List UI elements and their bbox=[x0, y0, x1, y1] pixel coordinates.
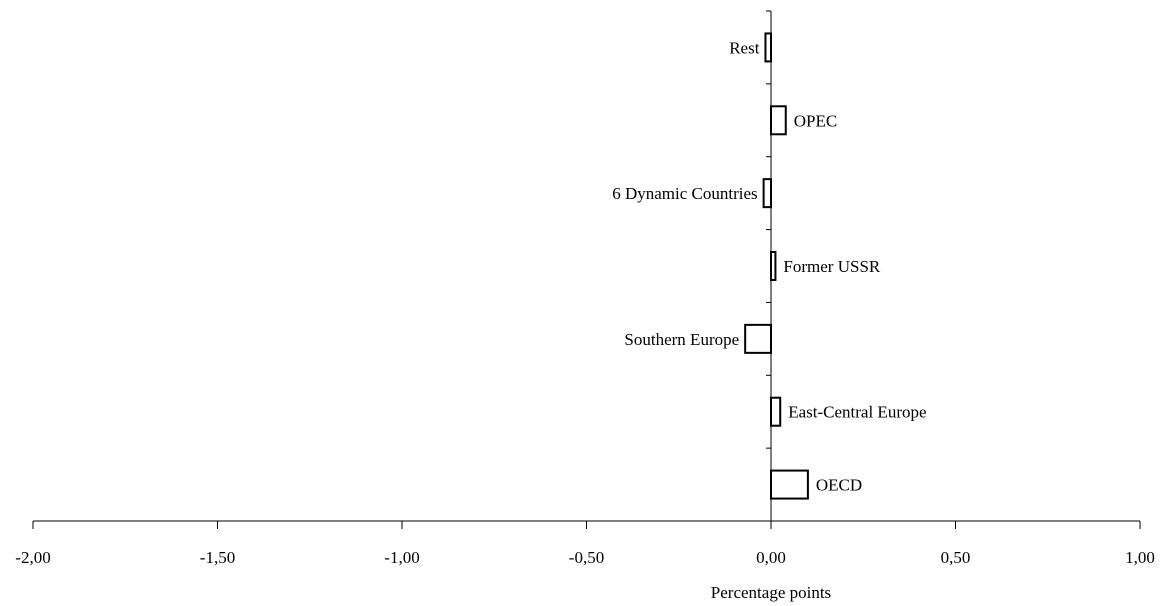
x-tick-labels: -2,00 -1,50 -1,00 -0,50 0,00 0,50 1,00 bbox=[15, 548, 1155, 567]
x-tick-label: -0,50 bbox=[569, 548, 604, 567]
bar-label: Rest bbox=[729, 38, 760, 57]
bar-southern-europe bbox=[744, 323, 772, 354]
bar-opec bbox=[770, 105, 787, 136]
bar-label: Southern Europe bbox=[624, 330, 739, 349]
bar-label: East-Central Europe bbox=[788, 403, 926, 422]
x-tick-label: 0,50 bbox=[941, 548, 971, 567]
x-tick-label: 0,00 bbox=[756, 548, 786, 567]
x-tick-label: -1,00 bbox=[384, 548, 419, 567]
bar-6-dynamic-countries bbox=[762, 178, 772, 209]
bar-label: 6 Dynamic Countries bbox=[612, 184, 757, 203]
bar-labels: OECD East-Central Europe Southern Europe Fo… bbox=[612, 38, 926, 494]
x-tick-label: -2,00 bbox=[15, 548, 50, 567]
x-tick-label: -1,50 bbox=[200, 548, 235, 567]
bar-east-central-europe bbox=[770, 396, 782, 427]
category-ticks bbox=[766, 10, 771, 522]
bar-label: Former USSR bbox=[783, 257, 880, 276]
bar-label: OPEC bbox=[794, 111, 837, 130]
bar-former-ussr bbox=[770, 251, 777, 281]
x-axis-label: Percentage points bbox=[711, 583, 831, 602]
x-tick-label: 1,00 bbox=[1125, 548, 1155, 567]
bar-oecd bbox=[770, 469, 809, 500]
bar-label: OECD bbox=[816, 476, 862, 495]
x-ticks bbox=[32, 521, 1141, 529]
bar-rest bbox=[764, 32, 773, 63]
